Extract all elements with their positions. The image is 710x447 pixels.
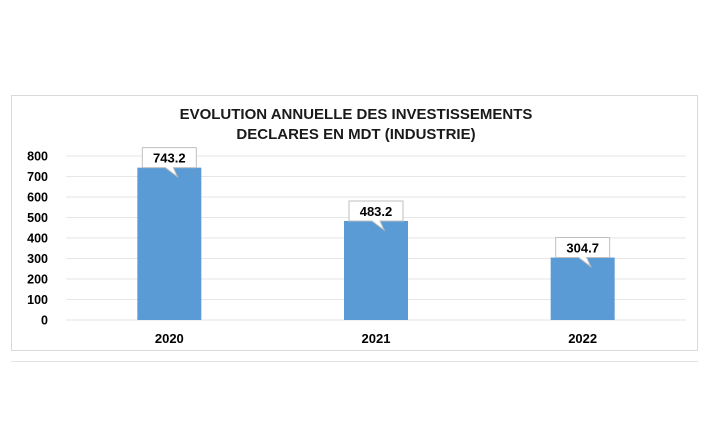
y-tick-label: 0 (41, 314, 48, 328)
chart-subtitle: DECLARES EN MDT (INDUSTRIE) (236, 126, 475, 143)
chart-title: EVOLUTION ANNUELLE DES INVESTISSEMENTS (180, 106, 533, 123)
data-label: 483.2 (360, 204, 393, 219)
y-tick-label: 200 (27, 273, 48, 287)
data-label-callout: 743.2 (141, 147, 197, 179)
callout-box (141, 147, 197, 179)
y-tick-label: 700 (27, 170, 48, 184)
bars (137, 167, 615, 320)
x-tick-label: 2022 (568, 331, 597, 346)
data-label: 743.2 (153, 151, 186, 166)
y-tick-label: 100 (27, 293, 48, 307)
data-label: 304.7 (566, 241, 599, 256)
bar (137, 167, 202, 320)
data-labels: 743.2 483.2 304.7 (141, 147, 611, 269)
y-tick-label: 300 (27, 252, 48, 266)
bar (344, 220, 408, 320)
x-tick-label: 2021 (362, 331, 391, 346)
x-axis: 2020 2021 2022 (155, 331, 597, 346)
y-axis: 0 100 200 300 400 500 600 700 800 (27, 150, 48, 328)
bar (550, 257, 615, 320)
callout-box (348, 200, 404, 232)
y-tick-label: 400 (27, 232, 48, 246)
x-tick-label: 2020 (155, 331, 184, 346)
data-label-callout: 304.7 (555, 237, 611, 269)
data-label-callout: 483.2 (348, 200, 404, 232)
callout-box (555, 237, 611, 269)
y-tick-label: 500 (27, 211, 48, 225)
page-divider (11, 361, 698, 362)
y-tick-label: 600 (27, 191, 48, 205)
y-tick-label: 800 (27, 150, 48, 164)
